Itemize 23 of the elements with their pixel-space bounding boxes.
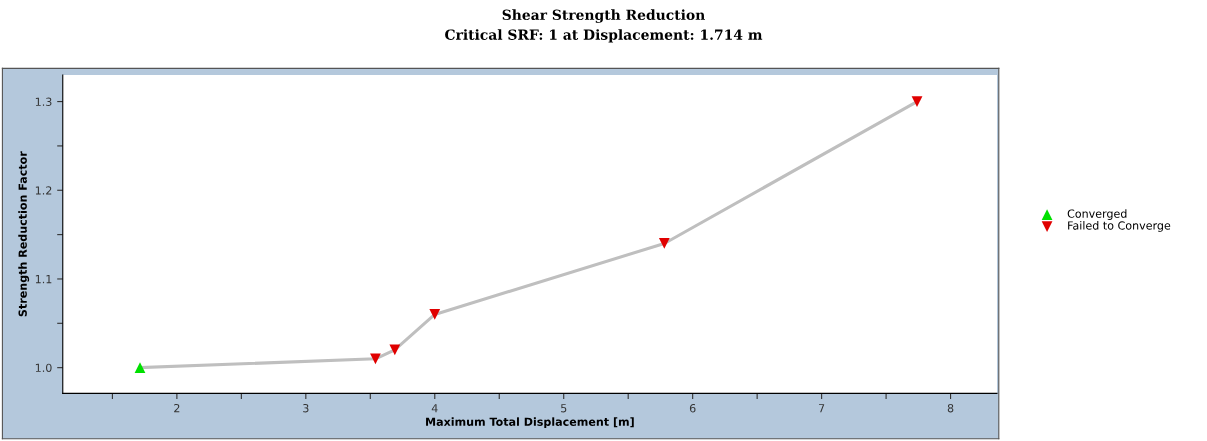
point [370,353,381,365]
x-tick-label: 2 [174,403,180,413]
point [134,362,146,374]
point [429,309,441,320]
point [911,96,923,107]
x-tick-label: 4 [431,404,438,413]
y-axis-title: Strength Reduction Factor [18,151,30,317]
x-tick-label: 8 [947,403,954,413]
y-tick-label: 1.2 [35,186,52,195]
legend-label: Failed to Converge [1068,221,1171,232]
y-tick-label: 1.3 [35,97,52,106]
x-axis-title: Maximum Total Displacement [m] [426,417,634,429]
point [389,344,401,356]
y-tick-label: 1.0 [35,363,52,373]
legend-label: Converged [1067,209,1127,220]
y-tick-label: 1.1 [35,275,52,284]
x-tick-label: 5 [561,404,567,413]
x-tick-label: 6 [689,403,696,413]
x-tick-label: 3 [303,403,309,413]
x-tick-label: 7 [818,404,825,413]
point [658,238,670,249]
chart-title: Shear Strength Reduction [502,9,705,23]
chart-subtitle: Critical SRF: 1 at Displacement: 1.714 m [445,29,763,43]
